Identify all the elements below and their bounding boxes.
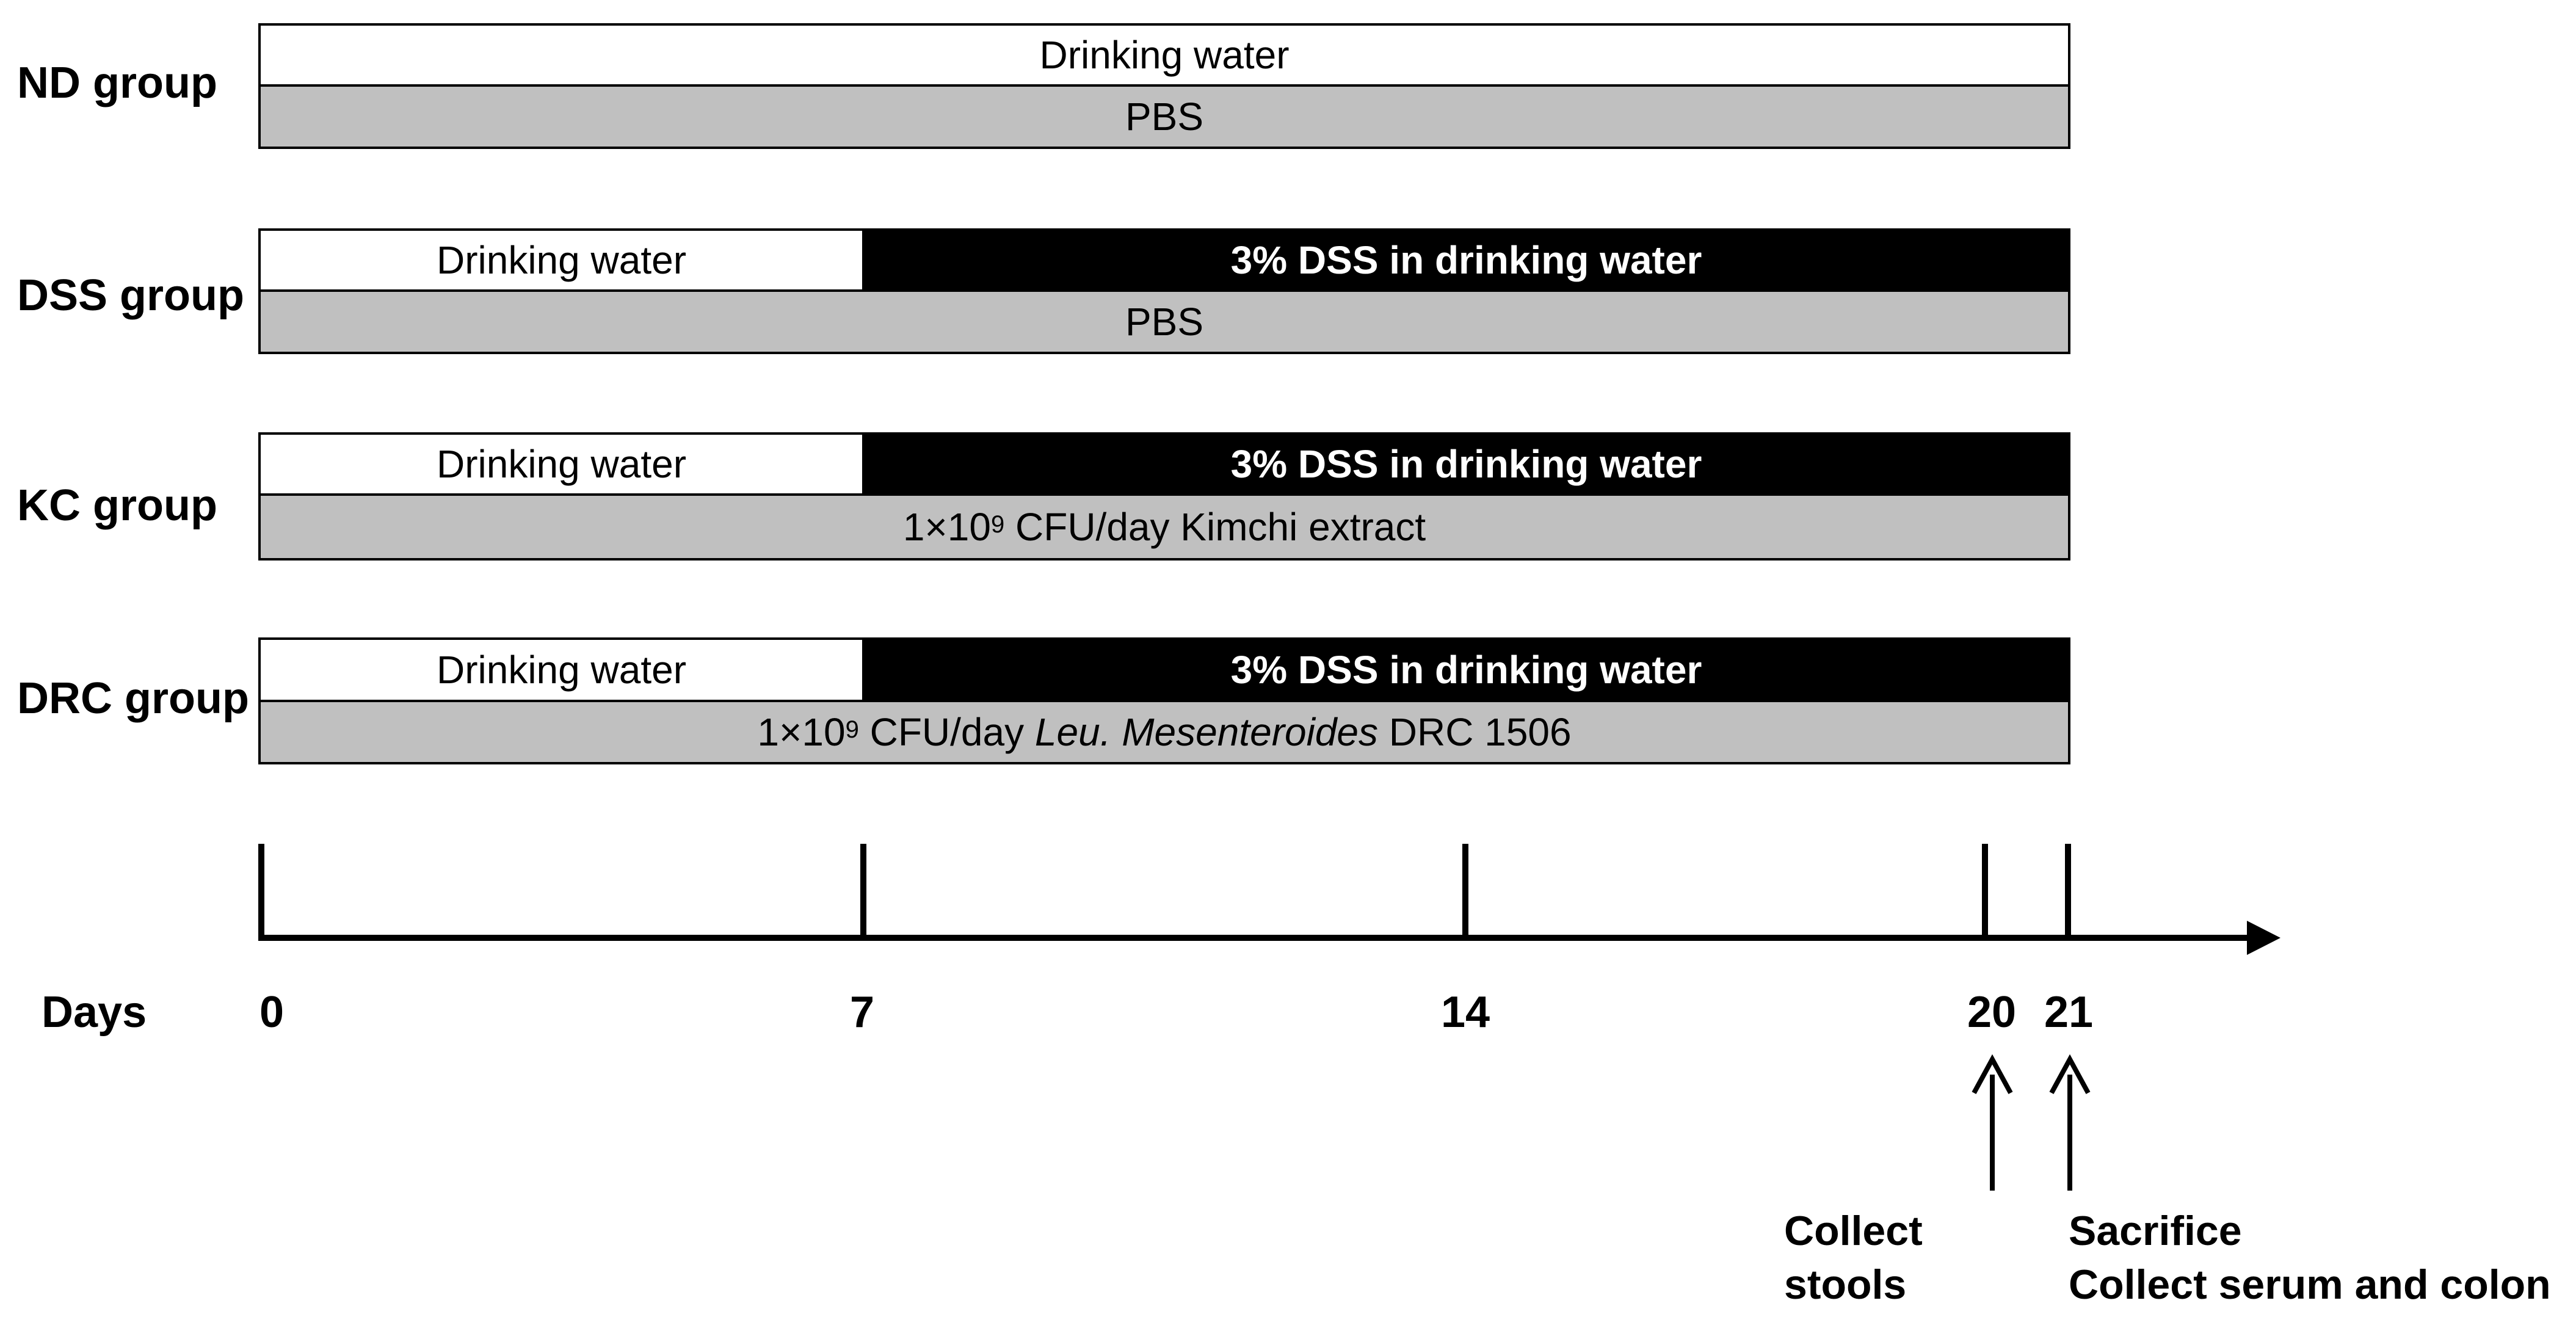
drc-dose-prefix: 1×10 — [757, 710, 846, 754]
event-note-day-21: Sacrifice Collect serum and colon — [2069, 1204, 2551, 1312]
event-note-day-20-line-1: Collect — [1784, 1208, 1923, 1254]
drc-dss-bar: 3% DSS in drinking water — [862, 637, 2070, 702]
drc-strain-id: DRC 1506 — [1378, 710, 1572, 754]
timeline-axis-label: Days — [42, 988, 147, 1037]
tick-label-day-0: 0 — [259, 988, 285, 1037]
tick-label-day-7: 7 — [849, 988, 875, 1037]
kc-dose-exponent: 9 — [990, 510, 1005, 538]
event-note-day-21-line-1: Sacrifice — [2069, 1208, 2242, 1254]
event-note-day-20-line-2: stools — [1784, 1261, 1907, 1308]
tick-label-day-14: 14 — [1440, 988, 1490, 1037]
tick-label-day-20: 20 — [1967, 988, 2017, 1037]
group-label-drc: DRC group — [17, 674, 249, 723]
event-note-day-21-line-2: Collect serum and colon — [2069, 1261, 2551, 1308]
drc-strain-bar: 1×10 9 CFU/day Leu. Mesenteroides DRC 150… — [258, 700, 2070, 764]
event-arrow-day-20-head — [1972, 1054, 2013, 1094]
dss-pbs-bar: PBS — [258, 289, 2070, 354]
nd-pbs-bar: PBS — [258, 84, 2070, 149]
dss-dss-bar: 3% DSS in drinking water — [862, 228, 2070, 292]
group-label-dss: DSS group — [17, 271, 244, 320]
tick-label-day-21: 21 — [2044, 988, 2094, 1037]
kc-kimchi-bar: 1×10 9 CFU/day Kimchi extract — [258, 493, 2070, 561]
event-arrow-day-21-head — [2049, 1054, 2091, 1094]
nd-drinking-water-bar: Drinking water — [258, 23, 2070, 87]
group-label-kc: KC group — [17, 481, 217, 530]
group-label-nd: ND group — [17, 59, 217, 107]
drc-drinking-water-bar: Drinking water — [258, 637, 865, 702]
drc-strain-species: Leu. Mesenteroides — [1034, 710, 1378, 754]
event-note-day-20: Collect stools — [1784, 1204, 1923, 1312]
kc-dose-text: CFU/day Kimchi extract — [1004, 505, 1426, 549]
kc-dose-prefix: 1×10 — [902, 505, 991, 549]
timeline-arrowhead — [2247, 921, 2280, 955]
drc-dose-exponent: 9 — [845, 716, 859, 743]
kc-dss-bar: 3% DSS in drinking water — [862, 432, 2070, 496]
drc-dose-text: CFU/day — [858, 710, 1035, 754]
